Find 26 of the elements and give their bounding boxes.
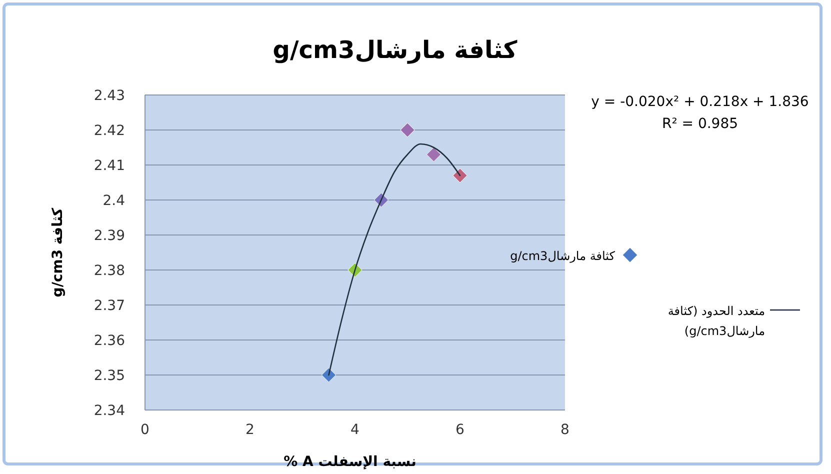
y-tick-label: 2.43	[94, 88, 125, 104]
y-tick-label: 2.42	[94, 123, 125, 139]
point	[321, 368, 336, 382]
x-tick-label: 6	[456, 422, 465, 438]
chart-title: كثافة مارشالg/cm3	[272, 36, 518, 64]
y-axis-title: كثافة g/cm3	[50, 206, 66, 298]
x-axis-title: نسبة الإسفلت A %	[284, 454, 416, 470]
point	[426, 147, 442, 162]
y-tick-label: 2.35	[94, 368, 125, 384]
legend-label: متعدد الحدود (كثافة مارشالg/cm3)	[668, 304, 765, 338]
point	[400, 122, 415, 138]
y-tick-label: 2.38	[94, 263, 125, 279]
x-tick-label: 8	[560, 422, 570, 438]
y-tick-label: 2.39	[94, 228, 125, 244]
x-tick-label: 0	[140, 422, 150, 438]
x-tick-label: 2	[246, 422, 254, 438]
y-tick-label: 2.34	[94, 403, 126, 419]
x-tick-label: 4	[350, 422, 360, 438]
y-tick-label: 2.4	[102, 193, 126, 209]
legend-label: كثافة مارشالg/cm3	[510, 249, 616, 263]
y-tick-label: 2.41	[94, 158, 125, 174]
text: y = -0.020x² + 0.218x + 1.836	[591, 94, 809, 110]
point	[452, 168, 468, 183]
text: R² = 0.985	[662, 116, 738, 132]
y-tick-label: 2.37	[94, 298, 125, 314]
y-tick-label: 2.36	[94, 333, 126, 349]
